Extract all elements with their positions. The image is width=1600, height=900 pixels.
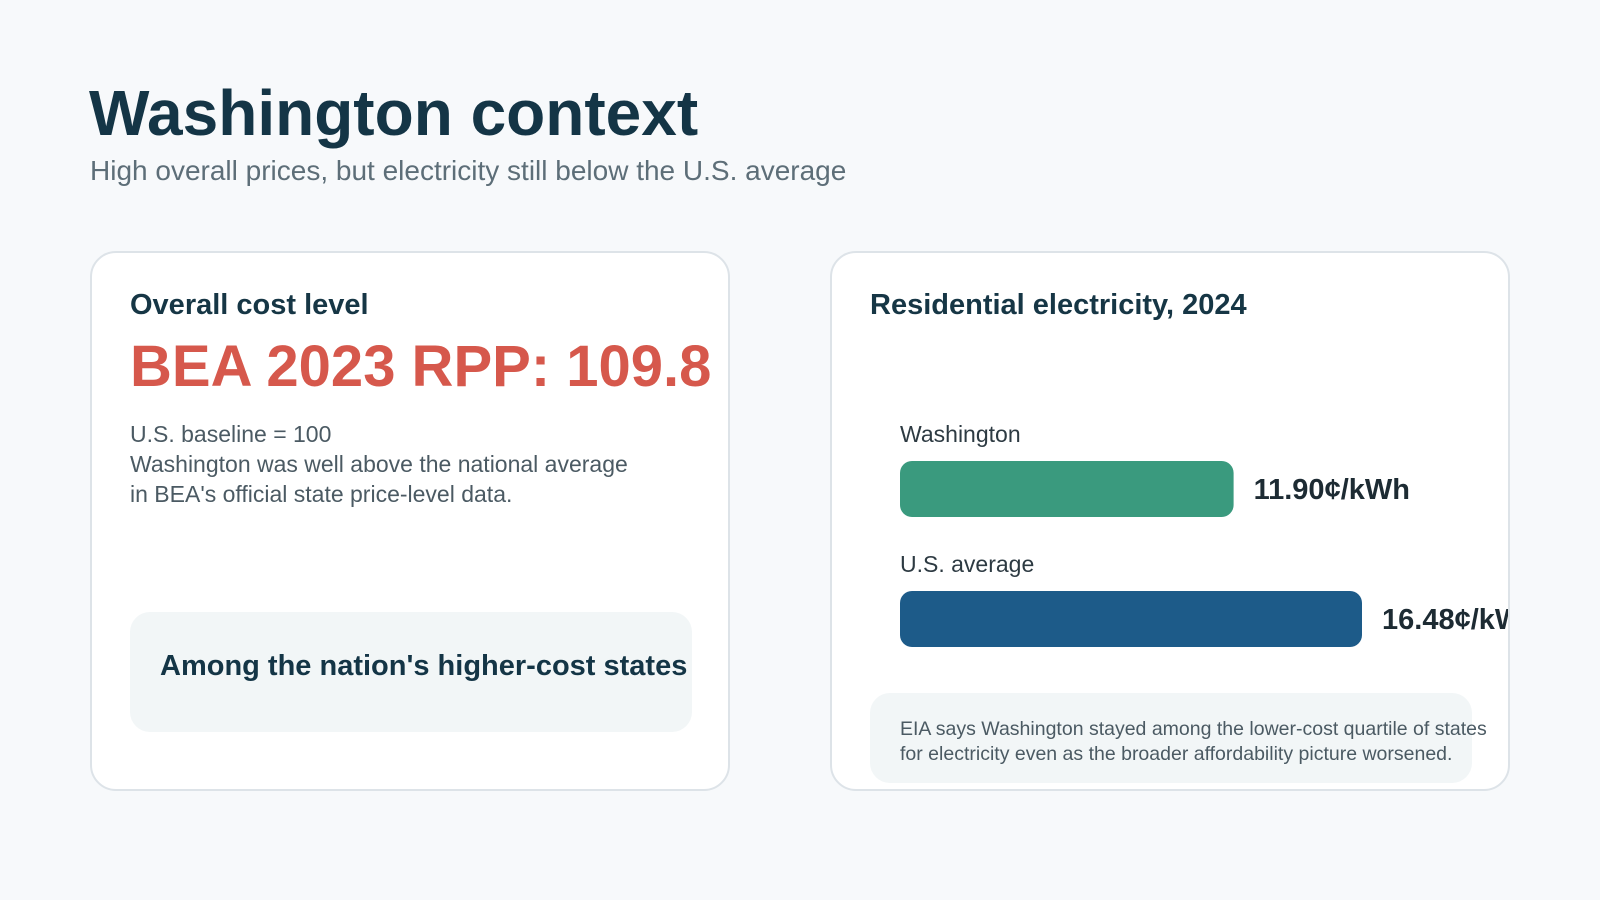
note-line: EIA says Washington stayed among the low… xyxy=(900,718,1487,740)
electricity-card: Residential electricity, 2024 Washington… xyxy=(830,251,1510,791)
higher-cost-callout: Among the nation's higher-cost states xyxy=(130,612,692,732)
overall-cost-card: Overall cost level BEA 2023 RPP: 109.8 U… xyxy=(90,251,730,791)
electricity-bar-chart: Washington 11.90¢/kWh U.S. average 16.48¢/k… xyxy=(900,421,1508,647)
note-line: for electricity even as the broader affo… xyxy=(900,743,1453,765)
baseline-line: U.S. baseline = 100 xyxy=(130,421,332,447)
bar-category-label: Washington xyxy=(900,421,1021,447)
bar-category-label: U.S. average xyxy=(900,551,1034,577)
washington-bar xyxy=(900,461,1234,517)
page-subtitle: High overall prices, but electricity sti… xyxy=(90,155,847,186)
callout-text: Among the nation's higher-cost states xyxy=(160,650,688,682)
description-line: Washington was well above the national a… xyxy=(130,451,628,477)
rpp-metric: BEA 2023 RPP: 109.8 xyxy=(130,334,712,399)
bar-value-label: 16.48¢/kWh xyxy=(1382,604,1508,636)
bar-value-label: 11.90¢/kWh xyxy=(1254,474,1410,506)
electricity-card-heading: Residential electricity, 2024 xyxy=(870,289,1247,321)
us-average-bar xyxy=(900,591,1362,647)
cost-description: U.S. baseline = 100 Washington was well … xyxy=(130,419,628,509)
description-line: in BEA's official state price-level data… xyxy=(130,481,513,507)
cost-card-heading: Overall cost level xyxy=(130,289,369,321)
page-title: Washington context xyxy=(89,77,699,149)
eia-note: EIA says Washington stayed among the low… xyxy=(870,693,1487,783)
eia-note-text: EIA says Washington stayed among the low… xyxy=(900,717,1487,767)
